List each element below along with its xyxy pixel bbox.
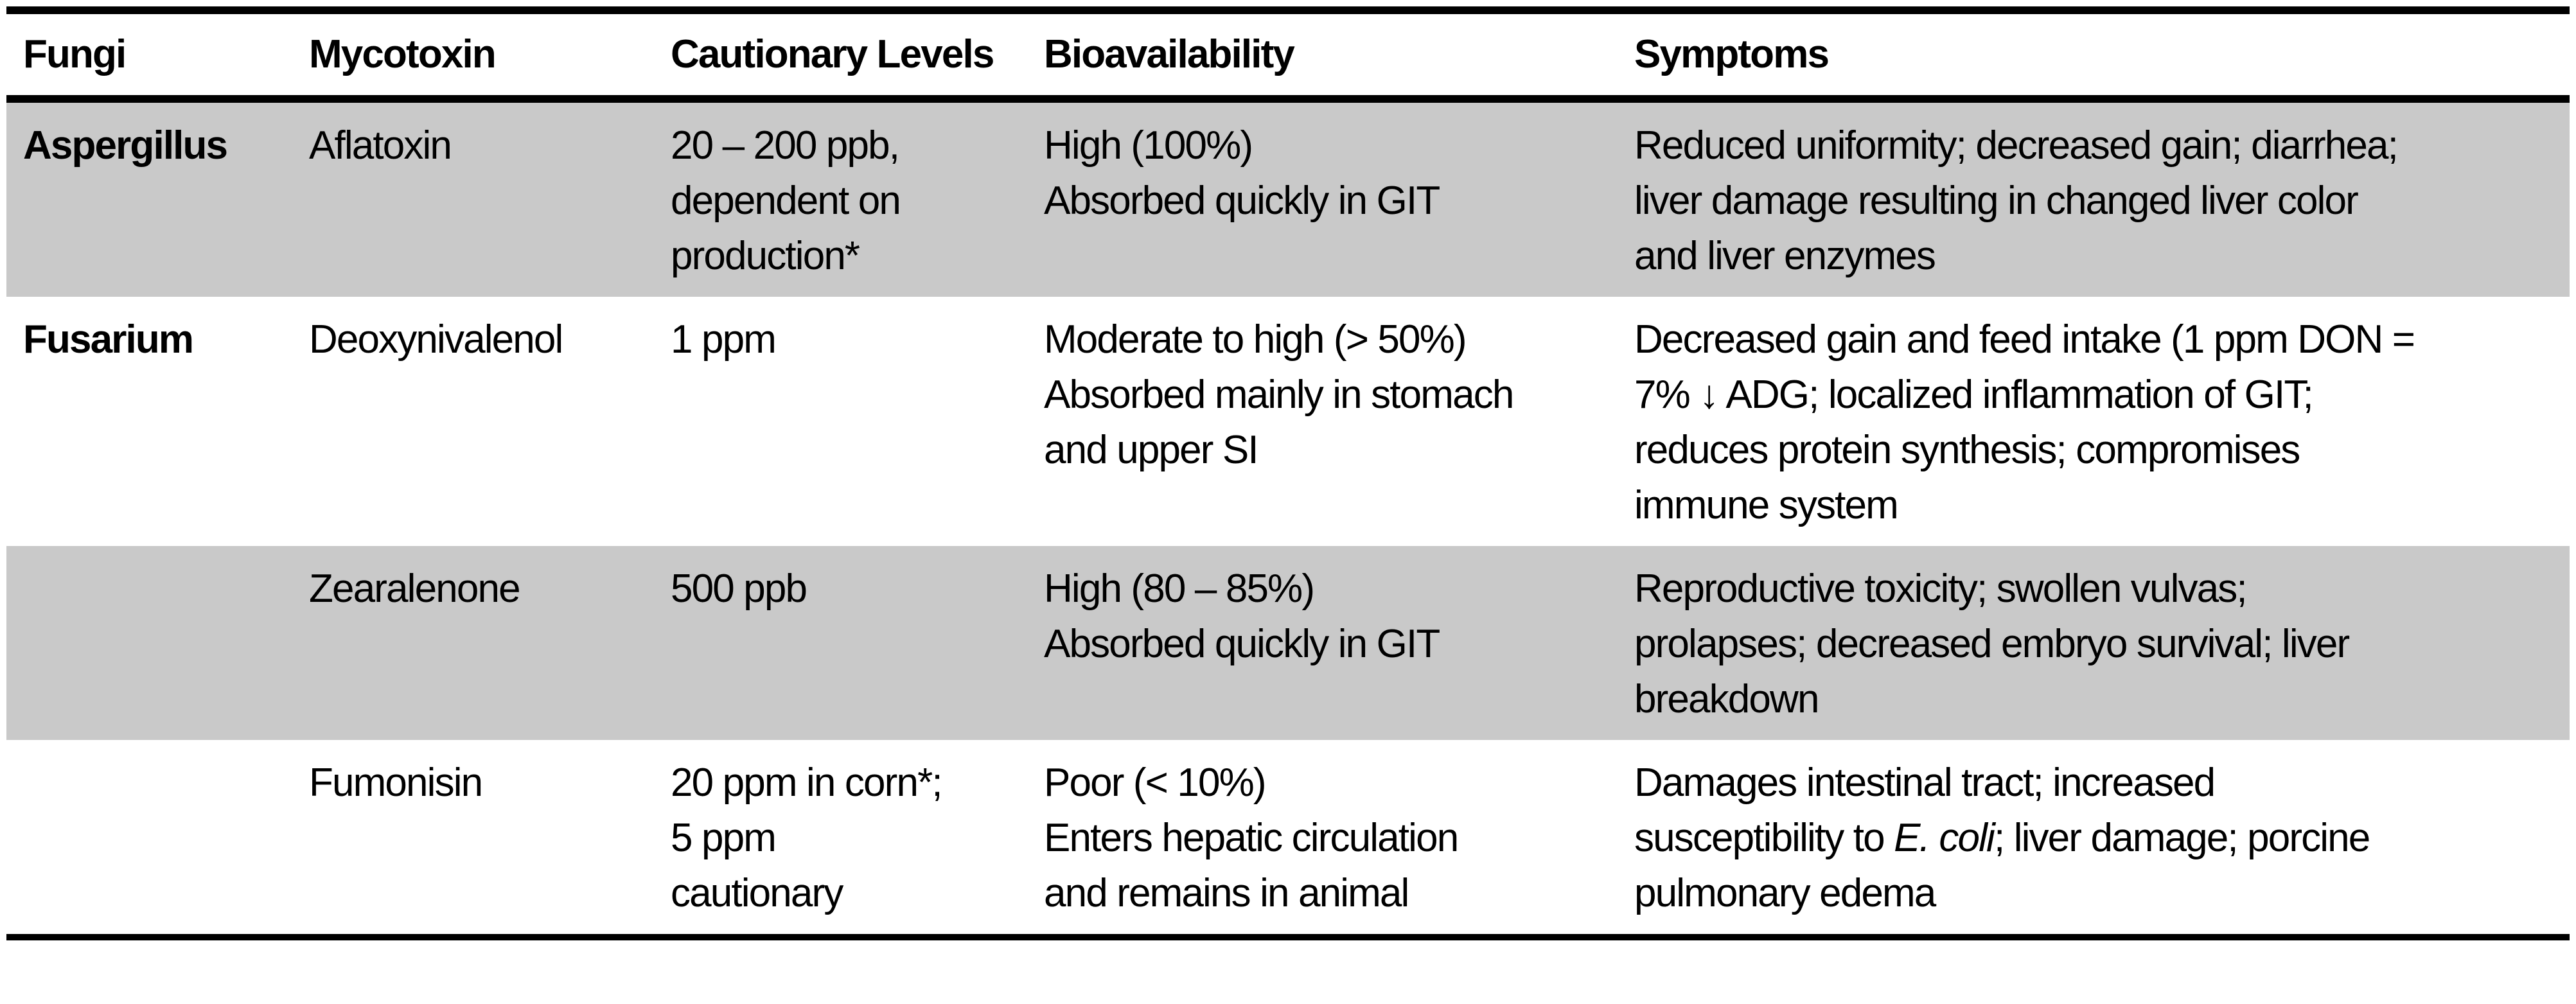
table-header: Fungi Mycotoxin Cautionary Levels Bioava… <box>6 10 2570 99</box>
table-row-zearalenone: Zearalenone 500 ppb High (80 – 85%) Abso… <box>6 546 2570 740</box>
symptoms-text-post: ; liver damage; porcine pulmonary edema <box>1634 816 2370 915</box>
cell-fungi: Fusarium <box>23 317 194 362</box>
col-header-symptoms: Symptoms <box>1634 32 1830 76</box>
table-row-fumonisin: Fumonisin 20 ppm in corn*; 5 ppm caution… <box>6 740 2570 937</box>
cell-fungi <box>6 546 292 740</box>
cell-fungi: Aspergillus <box>23 123 228 168</box>
col-header-bioavailability: Bioavailability <box>1044 32 1295 76</box>
cell-symptoms: Decreased gain and feed intake (1 ppm DO… <box>1634 317 2415 527</box>
col-header-fungi: Fungi <box>23 32 127 76</box>
cell-bioavailability: Poor (< 10%) Enters hepatic circulation … <box>1044 761 1459 915</box>
cell-symptoms: Damages intestinal tract; increased susc… <box>1618 740 2570 937</box>
table-body: Aspergillus Aflatoxin 20 – 200 ppb, depe… <box>6 99 2570 937</box>
table-row-aflatoxin: Aspergillus Aflatoxin 20 – 200 ppb, depe… <box>6 99 2570 297</box>
cell-symptoms: Reproductive toxicity; swollen vulvas; p… <box>1634 567 2350 721</box>
cell-mycotoxin: Aflatoxin <box>309 123 452 168</box>
cell-cautionary-levels: 1 ppm <box>671 317 777 362</box>
symptoms-text-pre: Damages intestinal tract; increased susc… <box>1634 761 2216 860</box>
cell-mycotoxin: Zearalenone <box>309 567 521 611</box>
symptoms-text-italic: E. coli <box>1894 816 1995 860</box>
cell-cautionary-levels: 20 ppm in corn*; 5 ppm cautionary <box>671 761 943 915</box>
col-header-cautionary-levels: Cautionary Levels <box>671 32 994 76</box>
mycotoxin-table: Fungi Mycotoxin Cautionary Levels Bioava… <box>6 6 2570 940</box>
cell-bioavailability: High (80 – 85%) Absorbed quickly in GIT <box>1044 567 1440 666</box>
cell-symptoms: Reduced uniformity; decreased gain; diar… <box>1634 123 2399 278</box>
cell-bioavailability: High (100%) Absorbed quickly in GIT <box>1044 123 1440 223</box>
cell-mycotoxin: Deoxynivalenol <box>309 317 563 362</box>
cell-fungi <box>6 740 292 937</box>
table-row-deoxynivalenol: Fusarium Deoxynivalenol 1 ppm Moderate t… <box>6 297 2570 546</box>
cell-cautionary-levels: 20 – 200 ppb, dependent on production* <box>671 123 901 278</box>
header-row: Fungi Mycotoxin Cautionary Levels Bioava… <box>6 10 2570 99</box>
cell-bioavailability: Moderate to high (> 50%) Absorbed mainly… <box>1044 317 1514 472</box>
cell-mycotoxin: Fumonisin <box>309 761 483 805</box>
col-header-mycotoxin: Mycotoxin <box>309 32 497 76</box>
cell-cautionary-levels: 500 ppb <box>671 567 807 611</box>
